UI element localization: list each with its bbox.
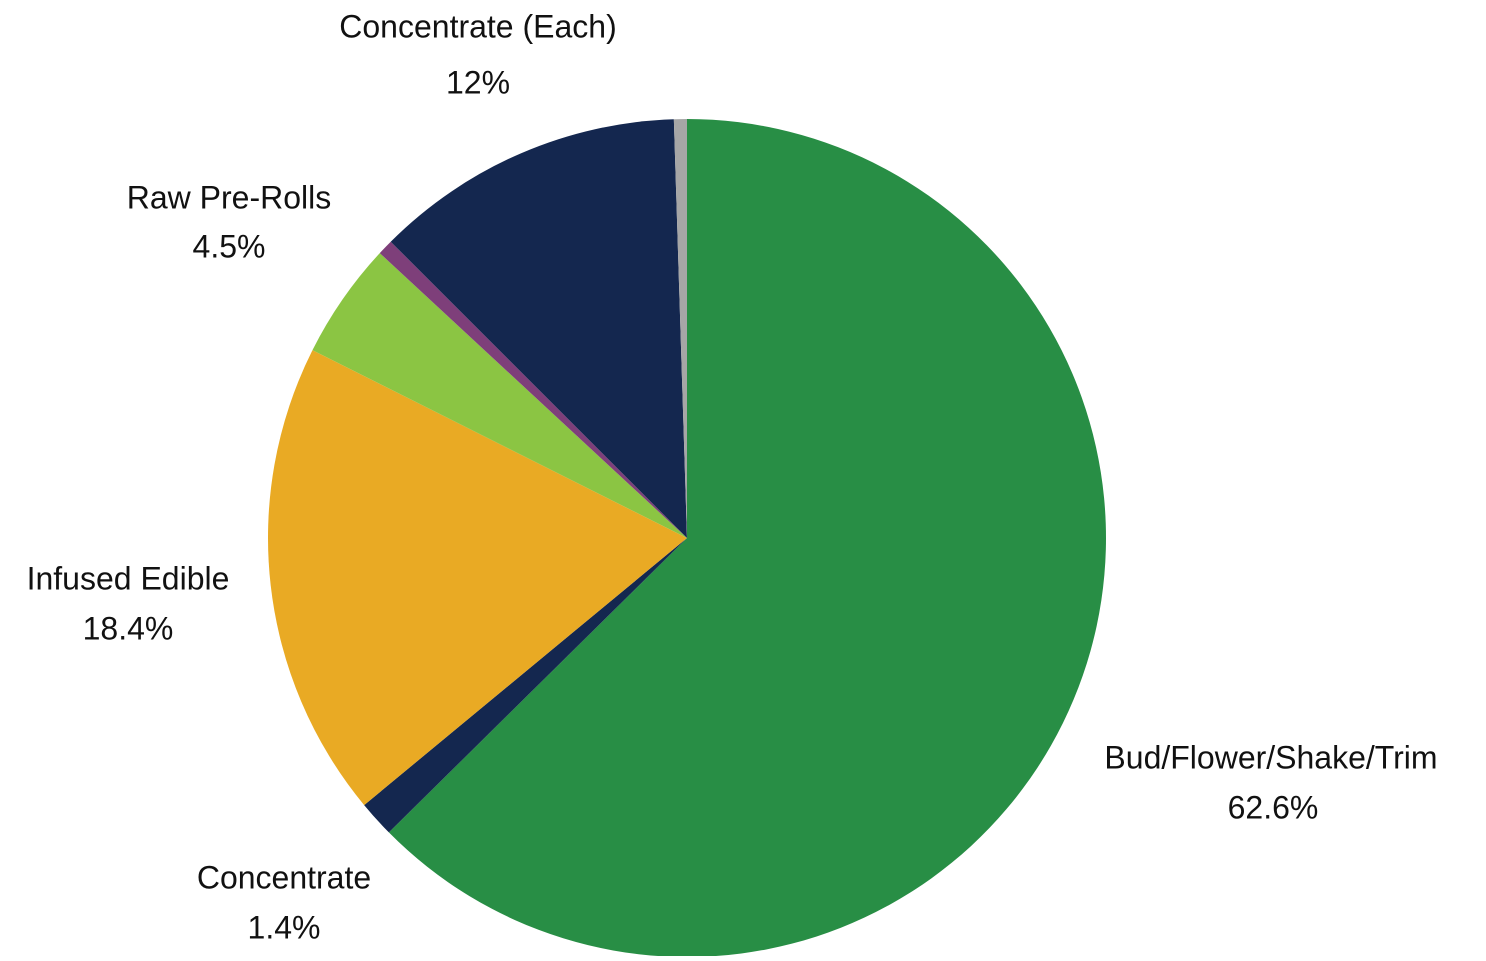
slice-value: 12% [446,64,510,100]
slice-label: Raw Pre-Rolls [127,179,331,215]
slice-value: 4.5% [193,228,266,264]
pie-slice [268,350,687,806]
slice-value: 62.6% [1228,789,1319,825]
pie-slice [312,253,687,538]
slice-label: Concentrate [197,859,371,895]
slice-label: Concentrate (Each) [339,8,616,44]
slice-label: Infused Edible [27,560,230,596]
pie-slice [390,119,687,538]
slice-value: 1.4% [248,909,321,945]
pie-slice [388,119,1106,958]
pie-slice [673,119,687,538]
pie-slice [379,241,687,538]
slice-label: Bud/Flower/Shake/Trim [1104,739,1437,775]
slice-value: 18.4% [83,610,174,646]
pie-slice [364,538,687,833]
